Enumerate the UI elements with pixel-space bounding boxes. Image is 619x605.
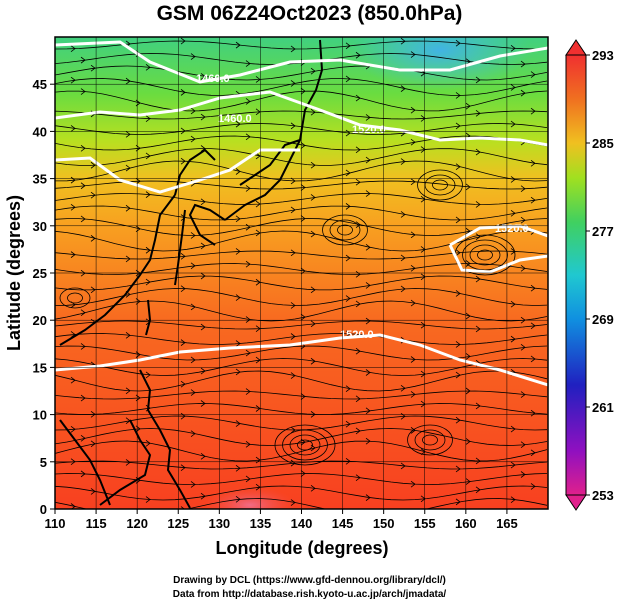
contour-label: 1520.0 xyxy=(340,329,374,341)
x-tick-label: 135 xyxy=(250,516,272,531)
contour-label: 1460.0 xyxy=(196,73,230,85)
x-tick-label: 125 xyxy=(167,516,189,531)
contour-label: 1520.0 xyxy=(495,223,529,235)
colorbar-label: 285 xyxy=(592,136,614,151)
x-tick-label: 140 xyxy=(291,516,313,531)
y-tick-label: 5 xyxy=(40,455,47,470)
colorbar-min-triangle xyxy=(565,494,587,511)
x-tick-label: 145 xyxy=(332,516,354,531)
x-axis-ticks: 110 115 120 125 130 135 140 145 150 155 160 165 xyxy=(45,509,518,531)
x-tick-label: 160 xyxy=(455,516,477,531)
credit-data-source: Data from http://database.rish.kyoto-u.a… xyxy=(172,589,447,600)
credit-dcl: Drawing by DCL (https://www.gfd-dennou.o… xyxy=(173,575,446,586)
x-tick-label: 115 xyxy=(86,516,107,531)
y-tick-label: 0 xyxy=(40,502,47,517)
y-tick-label: 30 xyxy=(33,219,47,234)
x-tick-label: 130 xyxy=(208,516,230,531)
colorbar-label: 293 xyxy=(592,48,614,63)
colorbar-label: 277 xyxy=(592,224,614,239)
y-tick-label: 40 xyxy=(33,124,47,139)
height-contours xyxy=(55,40,548,387)
colorbar: 293 285 277 269 261 253 xyxy=(565,39,614,511)
y-tick-label: 15 xyxy=(33,360,47,375)
contour-label: 1460.0 xyxy=(218,113,252,125)
colorbar-max-triangle xyxy=(565,39,587,56)
y-tick-label: 20 xyxy=(33,313,47,328)
x-tick-label: 155 xyxy=(414,516,436,531)
y-tick-label: 45 xyxy=(33,77,47,92)
y-tick-label: 35 xyxy=(33,172,47,187)
x-axis-label: Longitude (degrees) xyxy=(215,538,388,558)
colorbar-label: 269 xyxy=(592,312,614,327)
x-tick-label: 110 xyxy=(45,516,66,531)
map-title: GSM 06Z24Oct2023 (850.0hPa) xyxy=(156,2,463,25)
y-axis-ticks: 0 5 10 15 20 25 30 35 40 45 xyxy=(33,77,55,517)
x-tick-label: 120 xyxy=(126,516,148,531)
y-axis-label: Latitude (degrees) xyxy=(4,195,24,351)
contour-label: 1520.0 xyxy=(352,124,386,136)
wind-streamlines xyxy=(55,37,548,509)
lat-lon-grid xyxy=(55,37,548,509)
x-tick-label: 150 xyxy=(373,516,395,531)
y-tick-label: 10 xyxy=(33,408,47,423)
y-tick-label: 25 xyxy=(33,266,47,281)
colorbar-label: 253 xyxy=(592,488,614,503)
x-tick-label: 165 xyxy=(496,516,518,531)
colorbar-scale xyxy=(565,54,587,496)
colorbar-label: 261 xyxy=(592,400,614,415)
